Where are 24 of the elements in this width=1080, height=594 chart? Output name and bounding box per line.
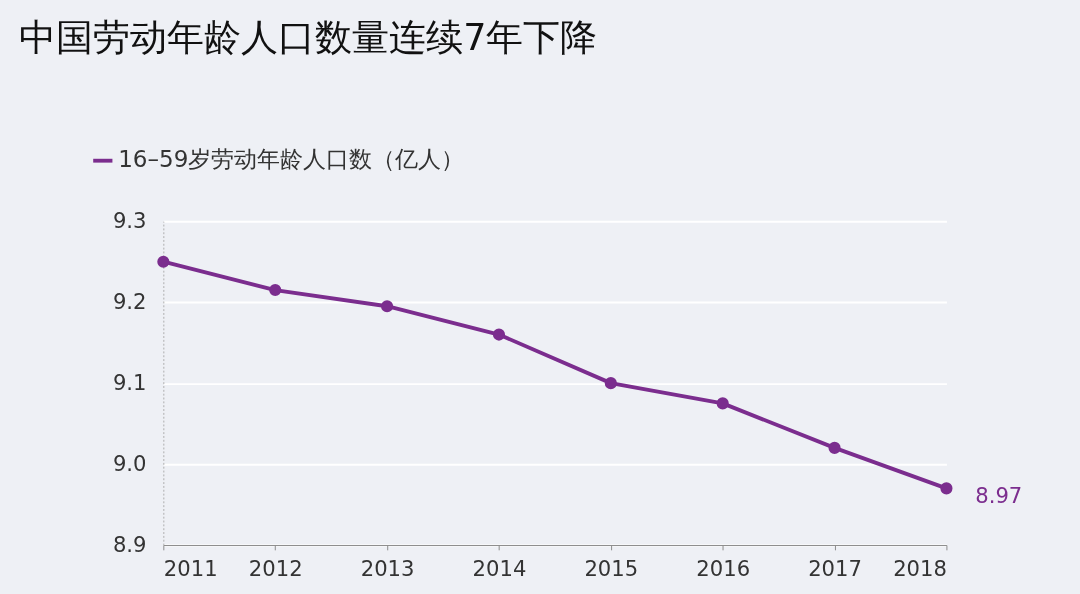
y-tick-label: 9.3 <box>112 208 147 234</box>
point <box>157 255 170 268</box>
y-tick-label: 9.2 <box>112 289 147 315</box>
x-tick-label: 2012 <box>248 556 303 582</box>
chart-title: 中国劳动年龄人口数量连续7年下降 <box>19 16 598 60</box>
point <box>269 283 282 297</box>
point <box>381 300 394 313</box>
x-tick-label: 2013 <box>360 556 415 582</box>
y-tick-label: 8.9 <box>112 532 147 558</box>
legend-label: 16–59岁劳动年龄人口数（亿人） <box>118 146 465 173</box>
point <box>716 397 729 410</box>
x-tick-label: 2016 <box>696 556 751 582</box>
y-tick-label: 9.1 <box>112 370 147 396</box>
y-tick-label: 9.0 <box>112 451 147 477</box>
annotation: 8.97 <box>975 482 1023 508</box>
point <box>604 377 617 390</box>
x-tick-label: 2015 <box>584 556 639 582</box>
point <box>828 441 841 454</box>
x-tick-label: 2017 <box>808 556 862 582</box>
x-tick-label: 2011 <box>163 556 218 582</box>
x-tick-label: 2014 <box>472 556 527 582</box>
x-tick-label: 2018 <box>893 556 947 582</box>
point <box>492 328 506 341</box>
point <box>940 482 953 495</box>
